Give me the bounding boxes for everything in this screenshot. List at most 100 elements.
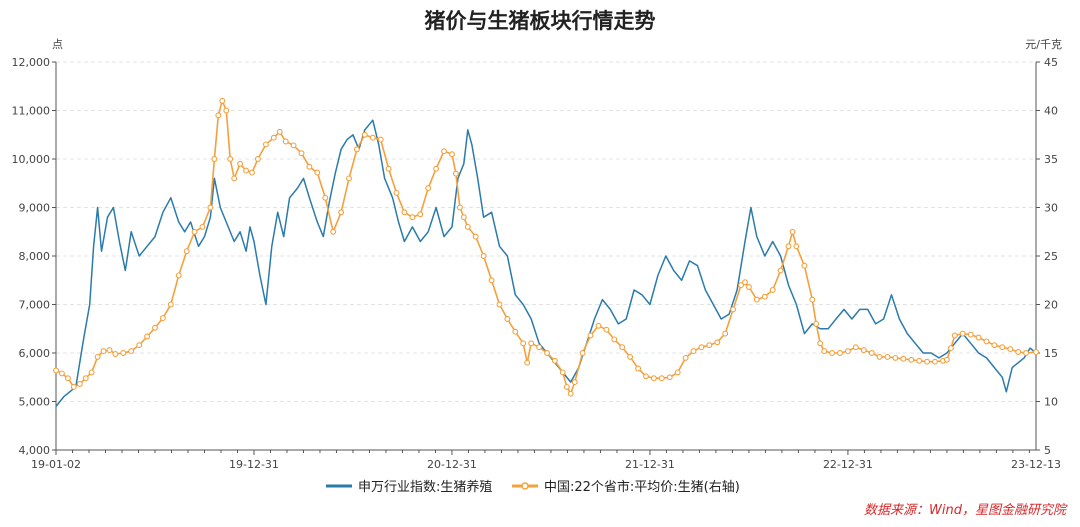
price-point [249,169,255,176]
price-point [738,282,744,289]
x-tick-label: 19-01-02 [31,458,81,471]
price-point [967,331,974,338]
price-point [1023,350,1030,356]
price-point [844,348,851,355]
price-point [298,150,305,157]
price-point [64,375,71,382]
price-point [742,279,748,286]
left-axis-ticks: 4,000 5,000 6,000 7,000 8,000 9,000 10,000 11,0… [12,56,56,457]
price-point [635,365,642,372]
price-point [175,272,182,279]
price-point [441,148,447,155]
x-tick-label: 23-12-13 [1011,458,1061,471]
price-point [254,156,261,162]
price-point [563,383,570,390]
price-point [801,262,808,269]
price-point [674,369,681,376]
right-tick-label: 35 [1044,153,1058,166]
price-point [559,369,566,376]
left-tick-label: 7,000 [19,299,51,312]
price-point [270,134,277,141]
price-point [619,344,626,351]
price-point [991,342,998,349]
price-point [70,383,77,390]
price-point [884,353,891,360]
price-point [346,175,352,182]
price-point [512,328,519,335]
price-point [211,156,218,162]
price-point [338,209,345,216]
left-axis-unit: 点 [52,38,63,51]
price-point [730,306,737,313]
legend-label-index: 申万行业指数:生猪养殖 [358,479,492,495]
price-point [777,267,784,274]
price-point [88,369,95,376]
price-point [785,243,792,250]
price-point [520,340,527,347]
price-point [587,332,594,339]
source-note: 数据来源：Wind，星图金融研究院 [864,502,1068,518]
right-tick-label: 25 [1044,250,1058,263]
price-point [821,348,828,355]
price-point [460,214,467,221]
x-tick-label: 19-12-31 [229,458,279,471]
price-point [1015,349,1022,355]
price-point [769,287,776,293]
price-point [876,353,883,360]
price-point [999,344,1006,351]
price-point [544,350,550,356]
price-point [813,320,820,327]
price-point [223,107,230,114]
price-point [567,390,574,397]
left-tick-label: 10,000 [12,153,51,166]
price-point [551,357,558,364]
price-point [100,348,107,355]
index-series-line [55,119,1037,407]
price-point [330,228,337,235]
price-point [860,347,867,354]
price-point [706,342,713,349]
price-point [975,334,982,341]
price-point [496,301,503,308]
x-tick-label: 22-12-31 [823,458,873,471]
price-point [433,165,440,172]
price-point [456,204,463,211]
price-point [377,136,384,143]
price-point [82,375,89,382]
price-point [314,169,321,176]
legend-item-price[interactable]: 中国:22个省市:平均价:生猪(右轴) [512,479,740,495]
price-point [793,243,800,250]
price-point [868,350,875,356]
right-axis-unit: 元/千克 [1025,38,1062,51]
price-point [714,339,721,346]
legend-item-index[interactable]: 申万行业指数:生猪养殖 [326,479,492,495]
price-point [353,146,360,153]
price-point [276,128,283,135]
right-tick-label: 5 [1044,444,1051,457]
price-point [524,359,531,366]
price-point [951,332,958,339]
price-point [417,211,424,218]
price-point [488,277,495,284]
price-point [452,170,459,177]
price-point [536,344,543,351]
legend-label-price: 中国:22个省市:平均价:生猪(右轴) [544,479,740,495]
price-point [852,344,859,351]
price-point [1007,346,1014,353]
price-point [611,336,618,343]
right-tick-label: 45 [1044,56,1058,69]
left-tick-label: 11,000 [12,105,51,118]
series-layer [53,97,1039,407]
price-series-line [55,100,1037,395]
price-point [183,248,190,255]
x-tick-label: 20-12-31 [427,458,477,471]
price-point [128,348,135,355]
price-point [152,324,158,331]
price-point [1033,349,1039,355]
legend-marker-price [521,482,529,490]
price-point [947,345,954,352]
price-point [401,209,408,216]
right-tick-label: 10 [1044,396,1058,409]
price-point [650,375,657,382]
price-point [322,194,329,201]
